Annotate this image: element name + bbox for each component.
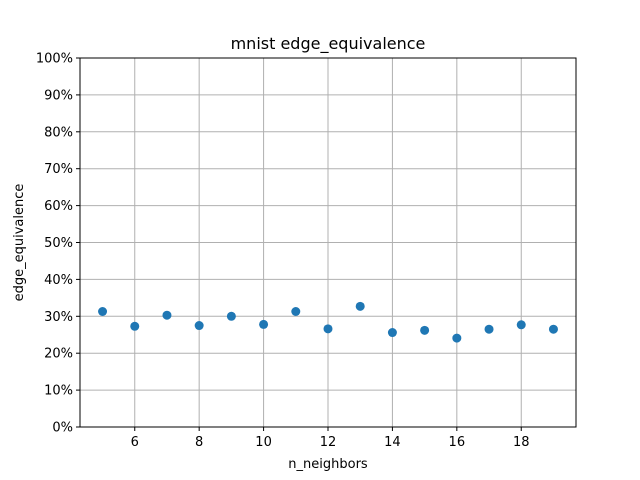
x-tick-label: 10 [255,435,272,450]
grid-lines [80,57,576,428]
x-tick-label: 14 [384,435,401,450]
y-tick-label: 100% [36,52,73,67]
data-point [548,324,558,334]
y-axis-label: edge_equivalence [12,184,27,302]
data-point [355,301,365,311]
data-point [98,307,108,317]
y-tick-label: 60% [44,199,73,214]
data-point [259,319,269,329]
data-point [516,320,526,330]
data-point [420,325,430,335]
y-tick-label: 30% [44,310,73,325]
y-tick-label: 10% [44,384,73,399]
y-tick-label: 40% [44,273,73,288]
y-tick-label: 50% [44,236,73,251]
x-tick-label: 18 [513,435,530,450]
y-tick-label: 0% [52,421,73,436]
axis-ticks: 0% 10% 20% 30% 40% 50% 60% 70% 80% 90% 100% 6 8 10 12 1… [36,52,530,451]
data-point [387,328,397,338]
x-axis-label: n_neighbors [288,457,368,472]
y-tick-label: 70% [44,162,73,177]
chart-title: mnist edge_equivalence [231,34,426,54]
data-point [130,321,140,331]
data-point [323,324,333,334]
data-point [226,311,236,321]
data-point [291,307,301,317]
x-tick-label: 6 [131,435,139,450]
data-point [194,321,204,331]
x-tick-label: 12 [320,435,337,450]
x-tick-label: 8 [195,435,203,450]
x-tick-label: 16 [449,435,466,450]
data-points [98,301,558,343]
data-point [162,310,172,320]
data-point [452,333,462,343]
y-tick-label: 20% [44,347,73,362]
y-tick-label: 90% [44,88,73,103]
y-tick-label: 80% [44,125,73,140]
data-point [484,324,494,334]
